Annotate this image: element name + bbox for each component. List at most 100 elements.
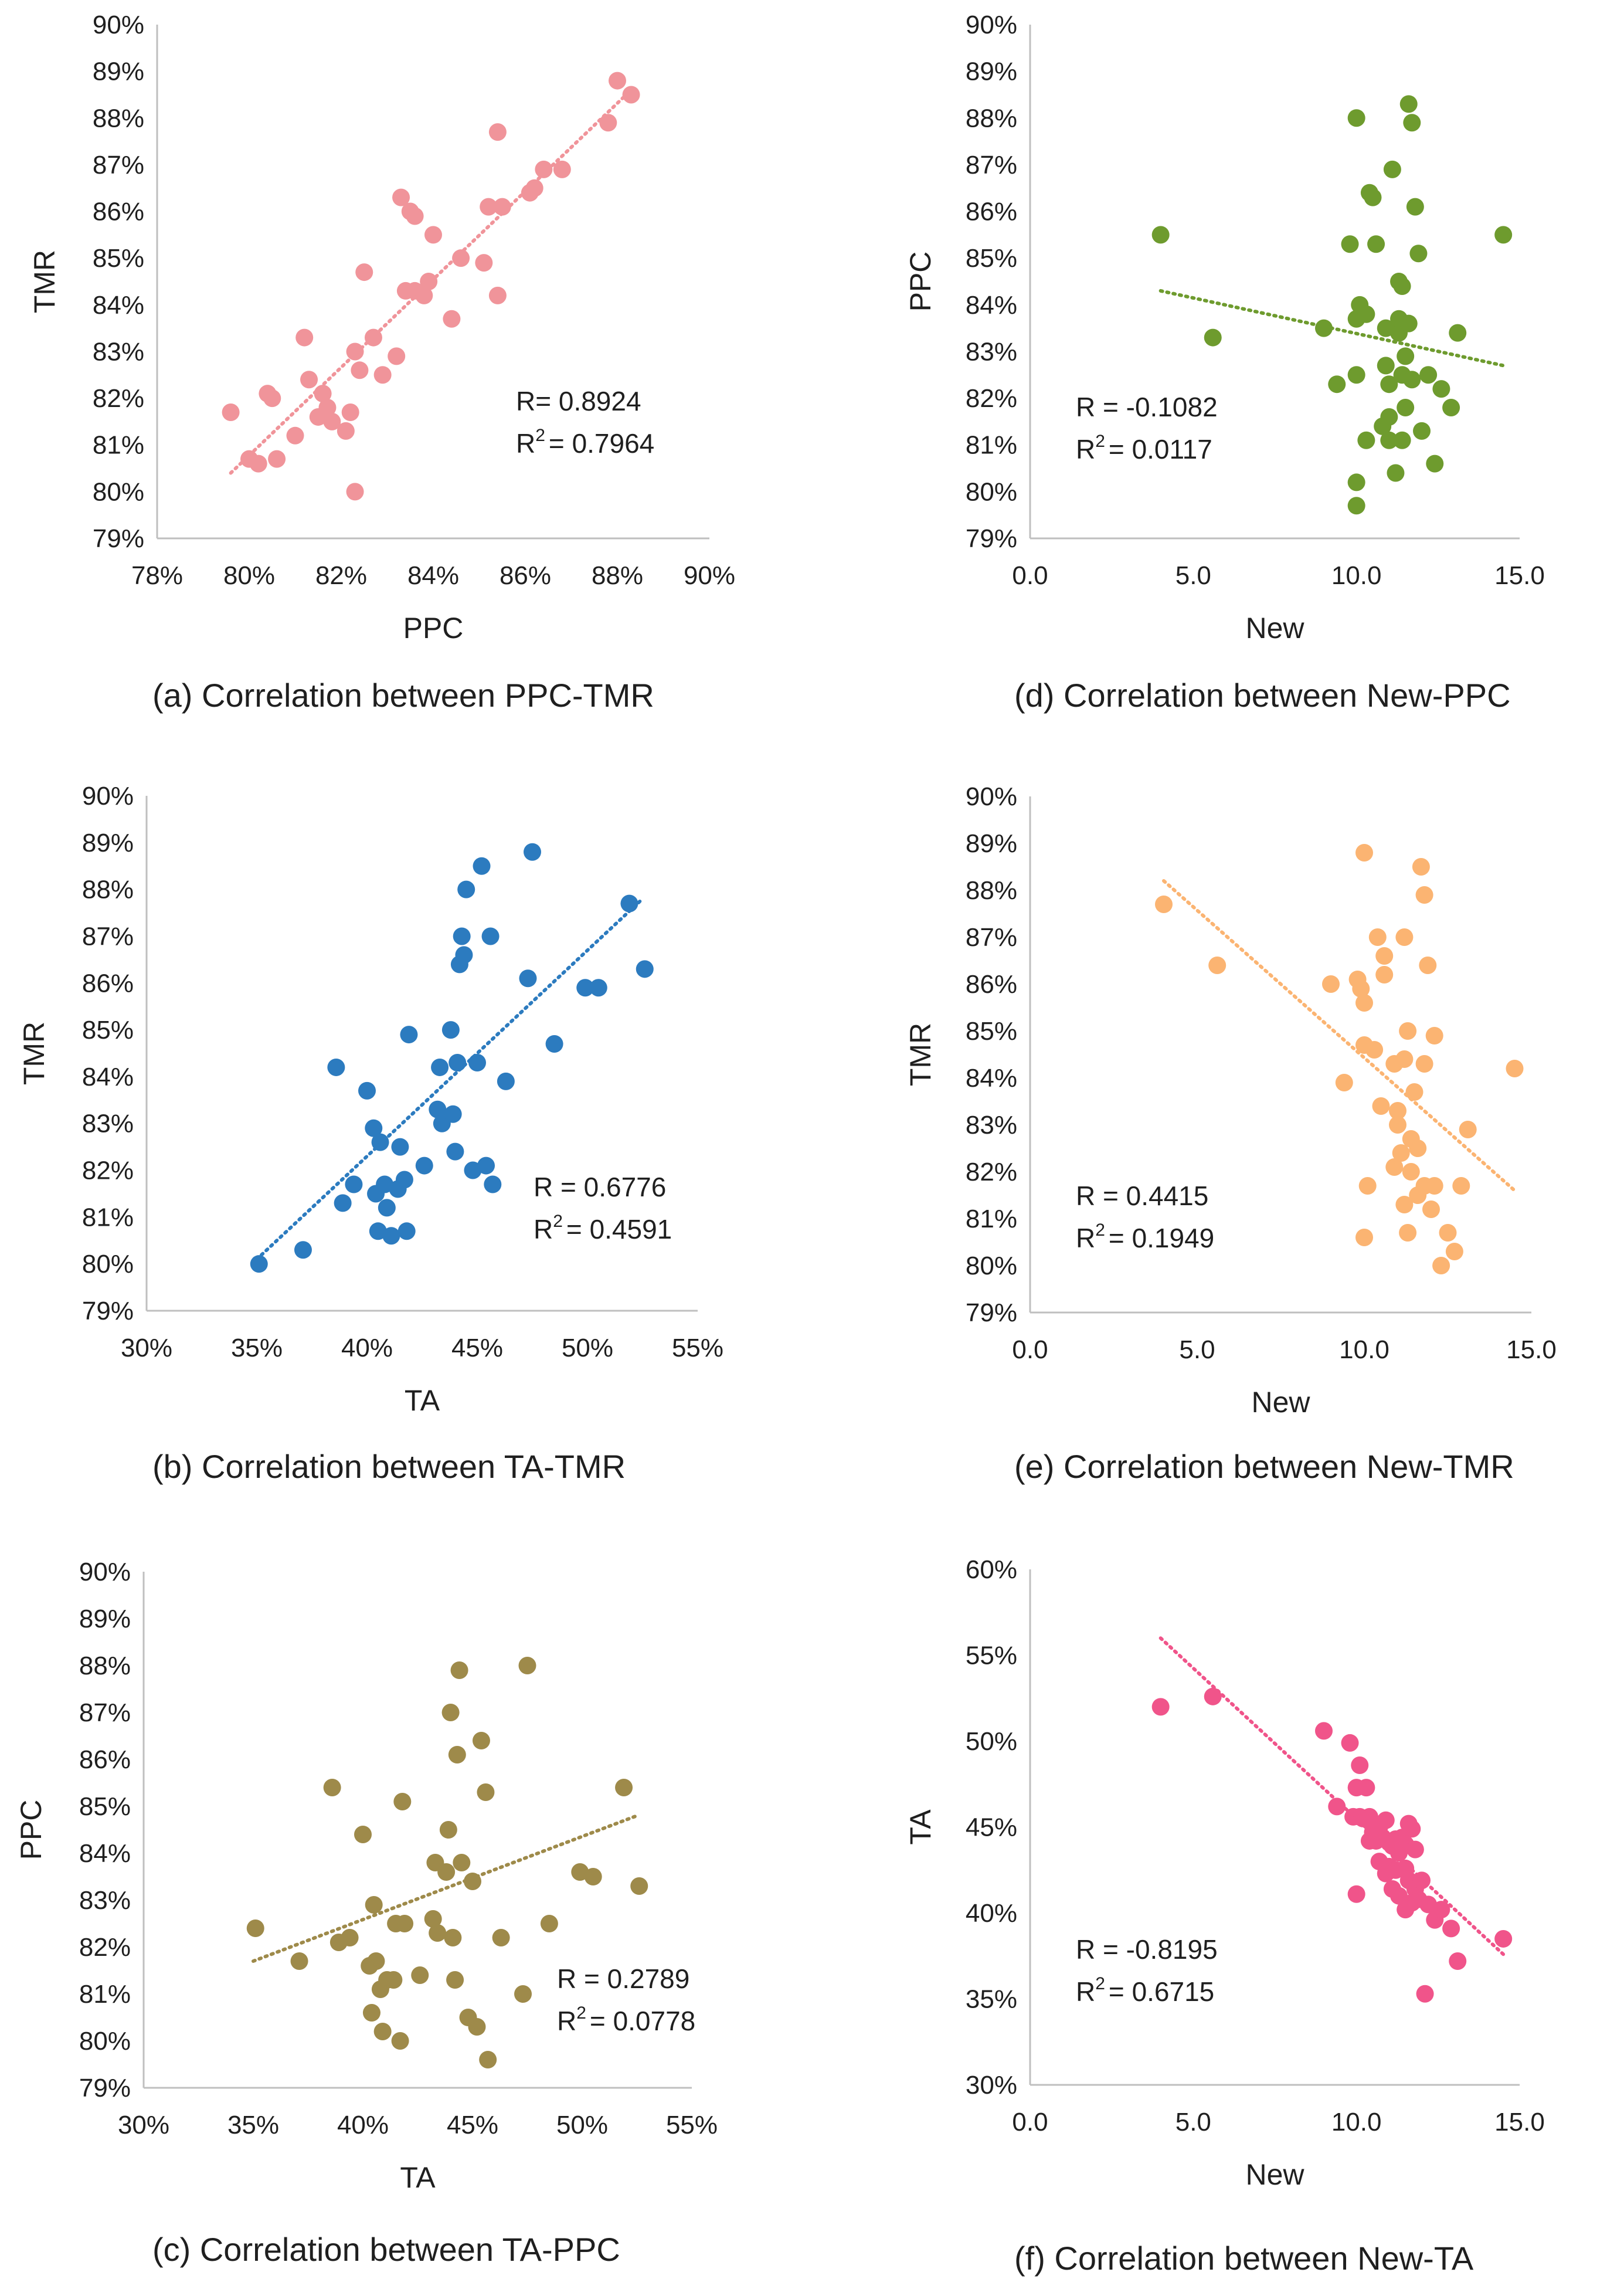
data-point [1426, 455, 1444, 473]
r-squared-superscript: 2 [535, 426, 545, 445]
data-point [424, 1910, 442, 1928]
x-tick-label: 78% [131, 561, 183, 590]
data-point [323, 1779, 341, 1796]
data-point [1335, 1074, 1353, 1091]
data-point [1399, 1022, 1417, 1040]
x-tick-label: 90% [684, 561, 735, 590]
y-tick-label: 79% [966, 1298, 1017, 1327]
data-point [446, 1971, 464, 1989]
data-point [449, 1053, 467, 1071]
data-point [479, 2051, 497, 2068]
y-tick-label: 82% [966, 384, 1017, 413]
data-point [415, 286, 433, 304]
data-point [290, 1952, 308, 1970]
data-point [250, 1255, 268, 1273]
trendline [1158, 289, 1506, 368]
data-point [446, 1142, 464, 1161]
x-tick-label: 45% [447, 2111, 498, 2139]
r-squared-value: R2 = 0.6715 [1076, 1974, 1214, 2007]
data-point [1389, 1116, 1406, 1134]
x-tick-label: 84% [407, 561, 459, 590]
x-axis-label: New [1245, 2158, 1304, 2191]
y-tick-label: 86% [966, 970, 1017, 999]
data-point [295, 328, 314, 347]
data-point [464, 1161, 482, 1179]
data-point [441, 1021, 460, 1039]
data-point [1367, 235, 1385, 253]
x-tick-label: 5.0 [1175, 561, 1211, 590]
y-axis-label: TMR [28, 250, 61, 313]
r-squared-value: R2 = 0.1949 [1076, 1220, 1214, 1253]
r-squared-number: = 0.0778 [590, 2006, 695, 2036]
y-tick-label: 81% [966, 1205, 1017, 1233]
data-point [535, 160, 553, 178]
chart-panel-f: 30% 35% 40% 45% 50% 55% 60% 0.0 5.0 10.0 15.0 New TA… [904, 1555, 1545, 2277]
data-point [1413, 422, 1431, 440]
y-tick-label: 87% [966, 151, 1017, 179]
x-axis-label: New [1251, 1386, 1310, 1419]
data-point [362, 2004, 380, 2022]
data-point [455, 946, 473, 964]
data-point [1380, 408, 1398, 426]
data-point [1389, 1102, 1406, 1120]
data-point [1406, 198, 1424, 216]
r-value: R = 0.2789 [557, 1963, 689, 1994]
data-point [1459, 1121, 1477, 1138]
y-tick-label: 89% [79, 1605, 131, 1633]
data-point [222, 403, 240, 421]
data-point [1347, 109, 1365, 127]
y-tick-label: 84% [966, 1064, 1017, 1093]
r-squared-symbol: R [1076, 1976, 1095, 2007]
data-point [1432, 1257, 1450, 1274]
data-point [1358, 1177, 1377, 1195]
data-point [294, 1241, 312, 1259]
data-point [473, 857, 491, 875]
y-axis-label: TMR [18, 1022, 50, 1085]
y-tick-label: 85% [79, 1792, 131, 1821]
data-point [1432, 1901, 1450, 1919]
data-point [1419, 957, 1437, 974]
y-tick-label: 85% [93, 244, 144, 273]
data-point [382, 1227, 400, 1245]
data-point [444, 1105, 462, 1123]
data-point [1375, 966, 1394, 983]
y-tick-label: 90% [79, 1558, 131, 1586]
data-point [385, 1971, 403, 1989]
panel-caption: (a) Correlation between PPC-TMR [152, 677, 654, 714]
y-tick-label: 90% [82, 782, 134, 810]
data-point [346, 483, 364, 501]
data-point [1412, 858, 1430, 876]
y-tick-label: 87% [93, 151, 144, 179]
y-tick-label: 80% [93, 477, 144, 506]
data-point [1383, 160, 1401, 178]
x-tick-label: 40% [341, 1334, 393, 1362]
data-point [1377, 1811, 1395, 1829]
data-point [1494, 226, 1513, 244]
x-tick-label: 35% [231, 1334, 283, 1362]
data-point [1442, 1919, 1460, 1938]
x-tick-label: 55% [666, 2111, 718, 2139]
y-tick-label: 81% [82, 1203, 134, 1232]
x-tick-label: 50% [562, 1334, 613, 1362]
data-point [1372, 1097, 1390, 1115]
chart-panel-c: 79% 80% 81% 82% 83% 84% 85% 86% 87% 88% 89% 90% 30% 3… [15, 1558, 718, 2268]
y-tick-label: 35% [966, 1985, 1017, 2014]
data-point [1403, 1820, 1421, 1838]
data-point [443, 310, 461, 328]
y-tick-label: 81% [93, 431, 144, 460]
data-point [263, 389, 281, 408]
y-tick-label: 88% [966, 876, 1017, 905]
chart-panel-e: 79% 80% 81% 82% 83% 84% 85% 86% 87% 88% 89% 90% 0.0 5… [904, 782, 1557, 1485]
y-tick-label: 86% [93, 198, 144, 226]
x-tick-label: 5.0 [1175, 2108, 1211, 2136]
y-tick-label: 90% [966, 782, 1017, 811]
data-point [589, 979, 607, 997]
data-point [1506, 1060, 1524, 1077]
data-point [1341, 235, 1359, 253]
data-point [1328, 1798, 1346, 1816]
data-point [1397, 347, 1415, 365]
x-tick-label: 0.0 [1012, 561, 1048, 590]
data-point [1355, 1229, 1373, 1246]
data-point [1365, 1041, 1384, 1059]
x-tick-label: 40% [337, 2111, 389, 2139]
